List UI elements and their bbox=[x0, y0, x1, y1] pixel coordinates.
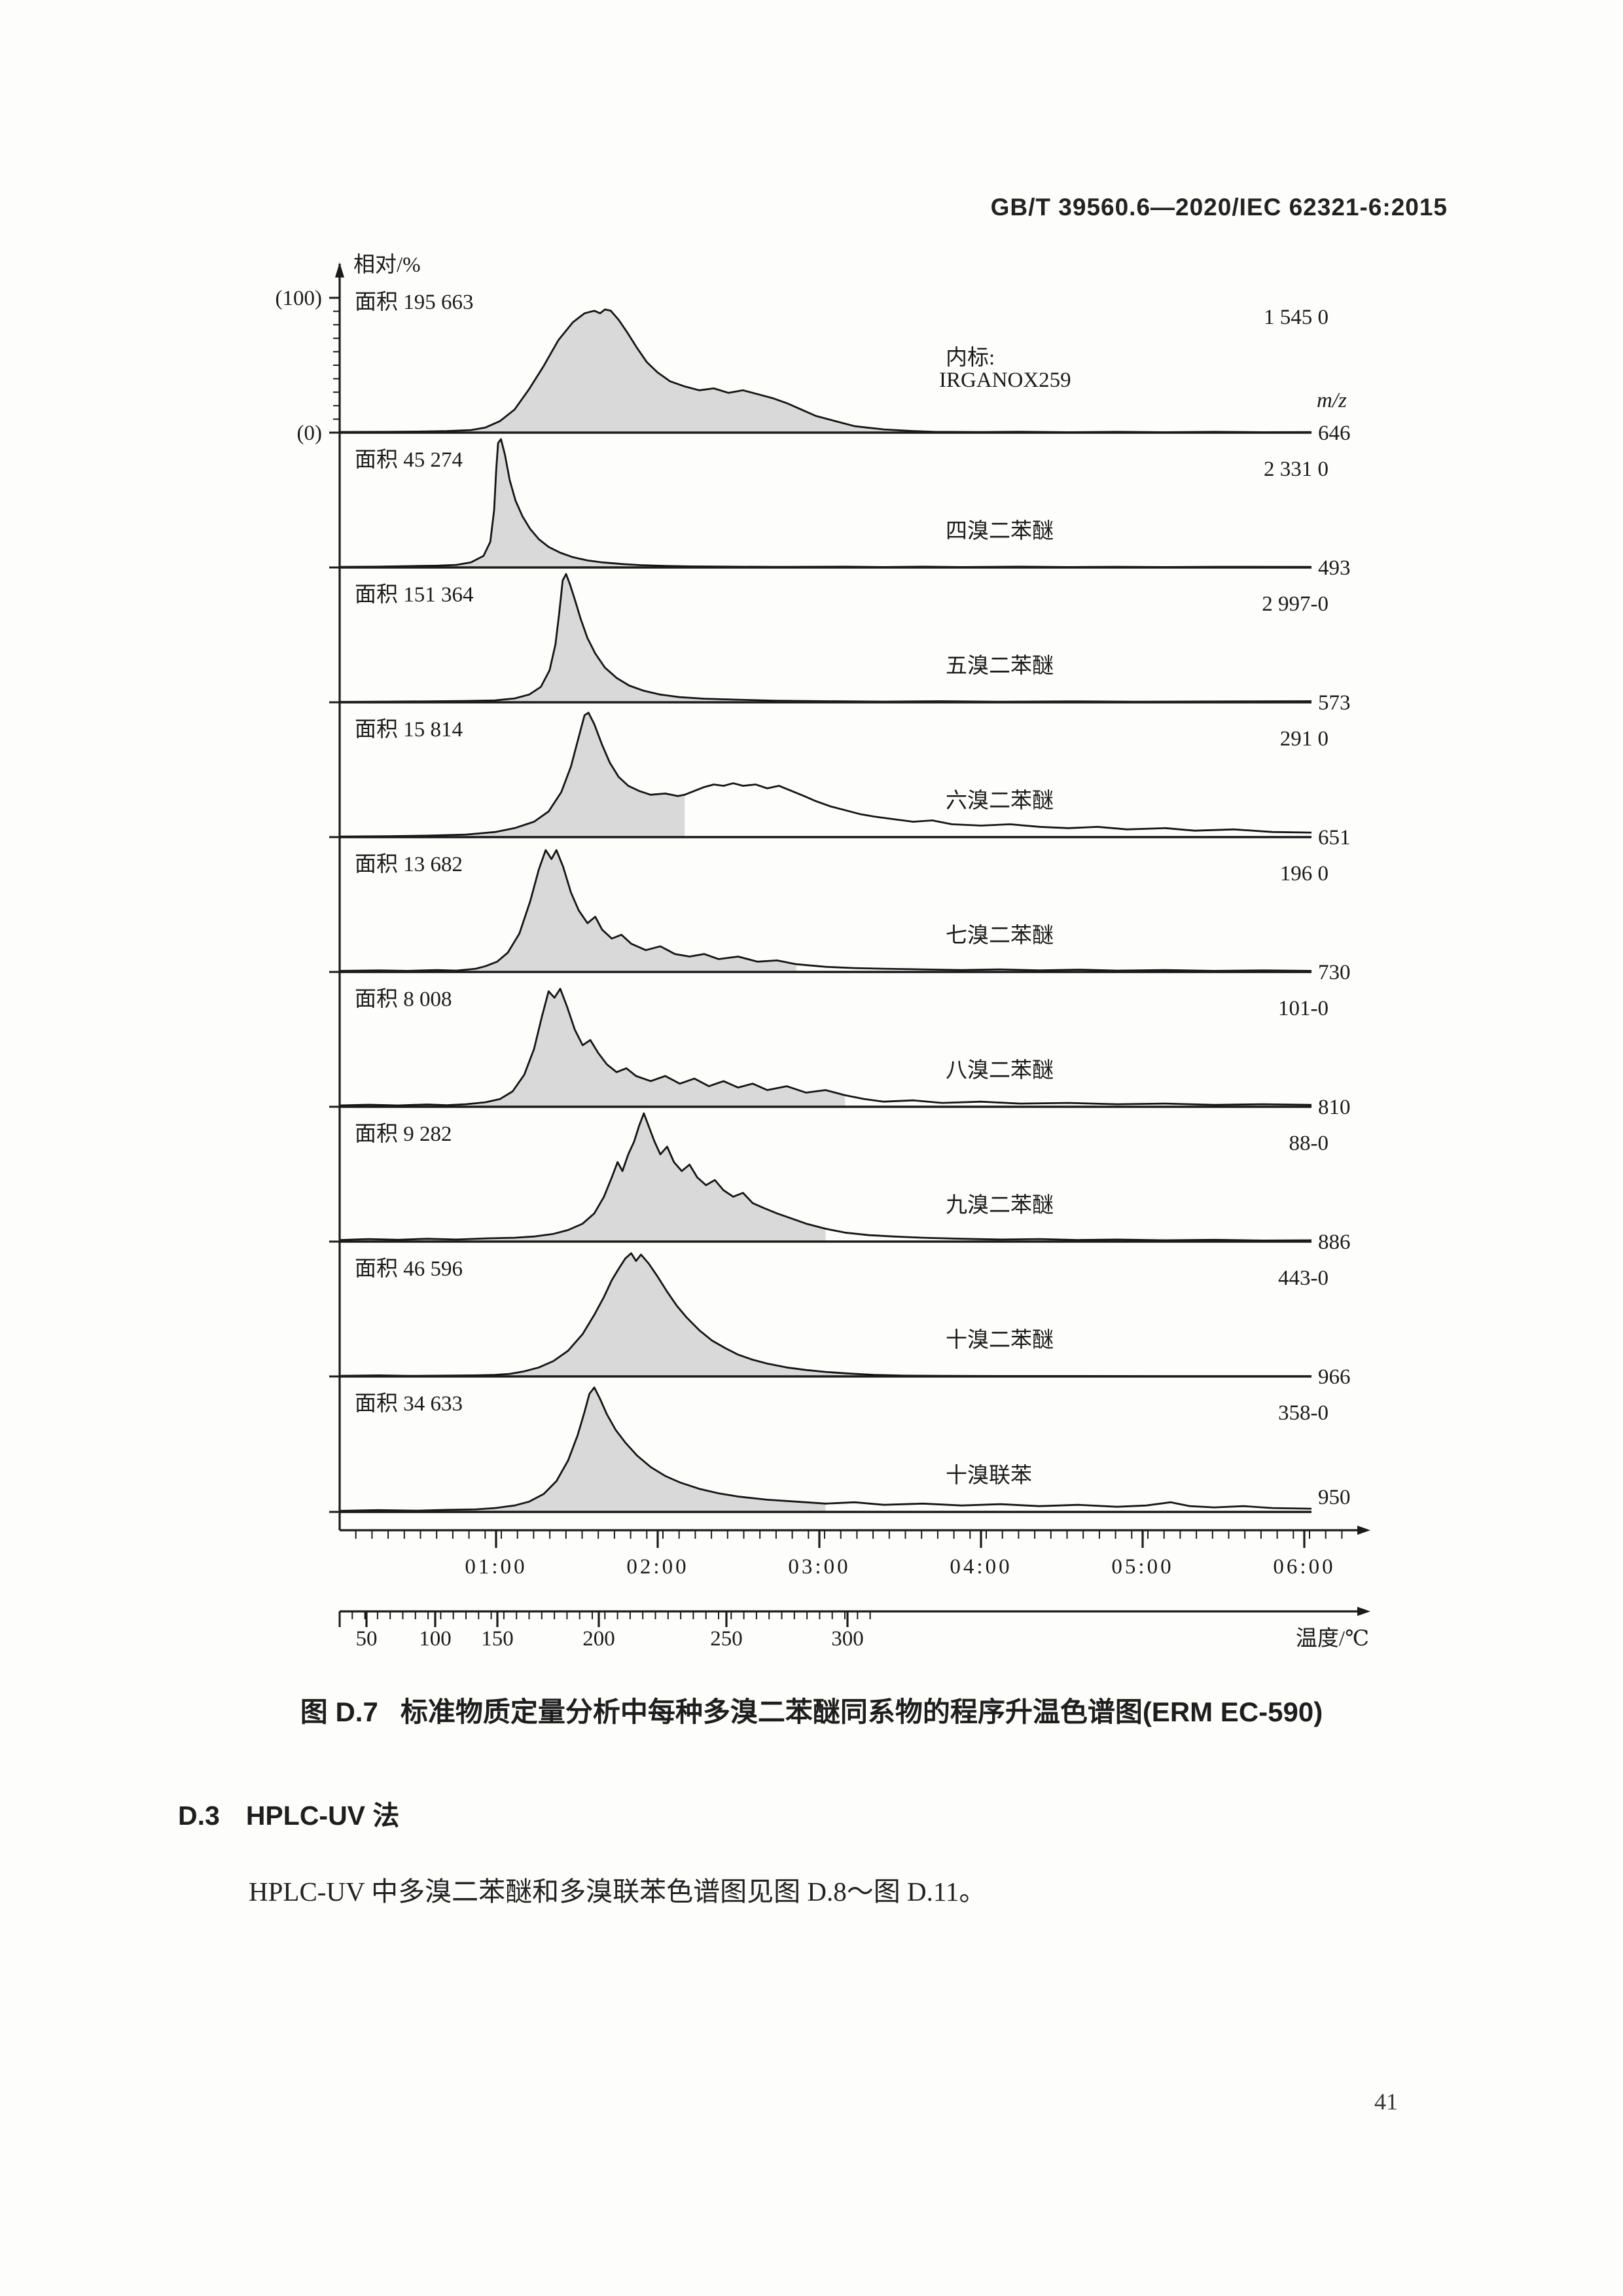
section-number: D.3 bbox=[178, 1801, 220, 1831]
right-value-label: 443-0 bbox=[1278, 1266, 1329, 1290]
standard-code-header: GB/T 39560.6—2020/IEC 62321-6:2015 bbox=[990, 194, 1448, 221]
mz-value-label: 730 bbox=[1318, 961, 1351, 984]
trace-fill bbox=[340, 1253, 874, 1376]
body-paragraph: HPLC-UV 中多溴二苯醚和多溴联苯色谱图见图 D.8～图 D.11。 bbox=[249, 1876, 986, 1907]
mz-value-label: 810 bbox=[1318, 1096, 1351, 1119]
figure-d7-chromatograms: 相对/% (100) (0) 面积 195 663 1 545 0 内标:IRGANOX2… bbox=[276, 253, 1370, 1651]
right-value-label: 2 997-0 bbox=[1262, 592, 1329, 616]
compound-label: 八溴二苯醚 bbox=[946, 1058, 1054, 1083]
compound-label: 六溴二苯醚 bbox=[946, 789, 1054, 813]
area-label: 面积 151 364 bbox=[355, 583, 474, 607]
mz-value-label: 493 bbox=[1318, 556, 1351, 580]
time-axis-arrow bbox=[1357, 1526, 1370, 1535]
temp-tick-label: 100 bbox=[419, 1627, 452, 1651]
compound-label: 十溴联苯 bbox=[946, 1463, 1032, 1488]
compound-label: 内标: bbox=[946, 346, 995, 370]
trace-line bbox=[339, 308, 1312, 433]
section-heading: D.3 HPLC-UV 法 bbox=[178, 1793, 399, 1833]
trace-fill bbox=[340, 712, 685, 837]
trace-fill bbox=[340, 309, 935, 433]
temp-tick-label: 300 bbox=[831, 1627, 864, 1651]
trace-line bbox=[339, 1112, 1312, 1242]
right-value-label: 291 0 bbox=[1280, 727, 1329, 751]
trace-line bbox=[339, 849, 1312, 972]
right-value-label: 88-0 bbox=[1289, 1132, 1329, 1155]
area-label: 面积 46 596 bbox=[355, 1257, 463, 1281]
area-label: 面积 13 682 bbox=[355, 853, 463, 876]
figure-d7-container: 相对/% (100) (0) 面积 195 663 1 545 0 内标: IRGANOX2… bbox=[223, 237, 1400, 1677]
right-value-label: 1 545 0 bbox=[1264, 306, 1329, 329]
area-label: 面积 195 663 bbox=[355, 291, 474, 314]
trace-line bbox=[339, 438, 1312, 568]
compound-label: IRGANOX259 bbox=[939, 368, 1071, 392]
time-tick-label: 02:00 bbox=[626, 1555, 688, 1579]
section-title: HPLC-UV 法 bbox=[245, 1801, 400, 1831]
temp-tick-label: 50 bbox=[356, 1627, 378, 1651]
time-tick-label: 05:00 bbox=[1111, 1555, 1173, 1579]
right-value-label: 358-0 bbox=[1278, 1401, 1329, 1425]
compound-label: 十溴二苯醚 bbox=[946, 1328, 1054, 1352]
temp-tick-label: 150 bbox=[481, 1627, 514, 1651]
time-tick-label: 01:00 bbox=[465, 1555, 527, 1579]
time-tick-label: 04:00 bbox=[950, 1555, 1012, 1579]
figure-caption: 图 D.7 标准物质定量分析中每种多溴二苯醚同系物的程序升温色谱图(ERM EC-… bbox=[0, 1690, 1623, 1730]
trace-line bbox=[339, 573, 1312, 703]
mz-value-label: 646 bbox=[1318, 422, 1351, 445]
area-label: 面积 8 008 bbox=[355, 988, 452, 1011]
trace-line bbox=[339, 711, 1312, 838]
temp-axis-unit-label: 温度/℃ bbox=[1296, 1626, 1369, 1651]
trace-line bbox=[339, 1386, 1312, 1512]
compound-label: 四溴二苯醚 bbox=[946, 519, 1054, 543]
temp-axis-arrow bbox=[1357, 1607, 1370, 1616]
right-value-label: 2 331 0 bbox=[1264, 457, 1329, 481]
mz-axis-label: m/z bbox=[1317, 389, 1347, 412]
mz-value-label: 950 bbox=[1318, 1486, 1351, 1509]
mz-value-label: 651 bbox=[1318, 826, 1351, 850]
y-axis-label: 相对/% bbox=[353, 253, 421, 277]
y-axis-arrow bbox=[335, 262, 344, 278]
right-value-label: 101-0 bbox=[1278, 997, 1329, 1020]
page-number: 41 bbox=[1374, 2089, 1398, 2115]
trace-line bbox=[339, 988, 1312, 1107]
figure-caption-label: 图 D.7 bbox=[300, 1696, 378, 1727]
area-label: 面积 34 633 bbox=[355, 1392, 463, 1416]
time-tick-label: 03:00 bbox=[788, 1555, 850, 1579]
mz-value-label: 886 bbox=[1318, 1230, 1351, 1254]
y-min-label: (0) bbox=[297, 422, 322, 445]
compound-label: 七溴二苯醚 bbox=[946, 924, 1054, 948]
area-label: 面积 15 814 bbox=[355, 718, 463, 742]
time-tick-label: 06:00 bbox=[1273, 1555, 1335, 1579]
trace-line bbox=[339, 1252, 1311, 1377]
mz-value-label: 966 bbox=[1318, 1365, 1351, 1389]
area-label: 面积 9 282 bbox=[355, 1122, 452, 1146]
area-label: 面积 45 274 bbox=[355, 448, 463, 472]
trace-fill bbox=[340, 1387, 826, 1512]
trace-fill bbox=[340, 988, 846, 1107]
temp-tick-label: 200 bbox=[582, 1627, 615, 1651]
right-value-label: 196 0 bbox=[1280, 862, 1329, 886]
compound-label: 五溴二苯醚 bbox=[946, 654, 1054, 678]
trace-fill bbox=[340, 850, 796, 972]
compound-label: 九溴二苯醚 bbox=[946, 1193, 1054, 1217]
figure-caption-text: 标准物质定量分析中每种多溴二苯醚同系物的程序升温色谱图(ERM EC-590) bbox=[400, 1696, 1323, 1727]
temp-tick-label: 250 bbox=[710, 1627, 743, 1651]
trace-fill bbox=[340, 1113, 826, 1242]
mz-value-label: 573 bbox=[1318, 691, 1351, 715]
y-max-label: (100) bbox=[276, 287, 322, 310]
